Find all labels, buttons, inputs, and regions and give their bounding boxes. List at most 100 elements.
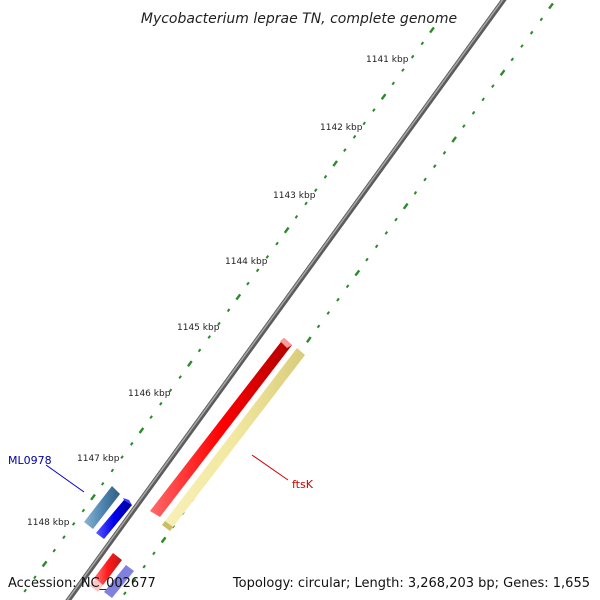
minor-tick: [401, 68, 405, 72]
minor-tick: [120, 455, 124, 460]
minor-tick: [410, 54, 415, 59]
outer-tick-scale: [23, 26, 435, 593]
ml0978-label-leader: [45, 464, 85, 493]
minor-tick: [197, 348, 202, 353]
minor-tick: [391, 81, 396, 86]
major-tick: [429, 26, 435, 34]
minor-tick: [372, 108, 376, 112]
minor-tick: [81, 508, 86, 513]
minor-tick: [462, 124, 466, 128]
major-tick: [380, 93, 387, 101]
major-tick: [283, 226, 290, 234]
minor-tick: [384, 231, 389, 235]
minor-tick: [323, 174, 328, 179]
minor-tick: [413, 191, 418, 195]
minor-tick: [343, 148, 347, 152]
minor-tick: [491, 84, 495, 88]
minor-tick: [365, 257, 369, 262]
major-tick: [402, 202, 409, 210]
accession-text: Accession: NC_002677: [8, 576, 156, 591]
minor-tick: [326, 311, 331, 315]
minor-tick: [178, 375, 182, 379]
minor-tick: [110, 468, 115, 473]
major-tick: [499, 69, 506, 77]
tick-label: 1142 kbp: [320, 123, 363, 133]
major-tick: [548, 2, 554, 10]
minor-tick: [539, 17, 544, 22]
minor-tick: [304, 201, 308, 206]
major-tick: [451, 136, 457, 143]
genome-backbone-highlight: [66, 0, 504, 600]
minor-tick: [362, 121, 366, 126]
tick-label: 1143 kbp: [273, 191, 316, 201]
tick-label: 1146 kbp: [128, 389, 171, 399]
minor-tick: [520, 44, 524, 48]
major-tick: [138, 427, 145, 434]
partial-reverse-cds[interactable]: [104, 565, 134, 598]
minor-tick: [420, 41, 425, 46]
minor-tick: [442, 150, 447, 155]
tick-label: 1141 kbp: [366, 55, 409, 65]
tick-label: 1148 kbp: [27, 518, 70, 528]
minor-tick: [345, 284, 350, 289]
partial-forward-cds[interactable]: [90, 553, 122, 592]
tick-label: 1147 kbp: [77, 454, 120, 464]
tick-label: 1145 kbp: [177, 323, 220, 333]
major-tick: [235, 293, 242, 301]
major-tick: [160, 536, 167, 544]
minor-tick: [265, 255, 270, 259]
minor-tick: [275, 241, 279, 246]
minor-tick: [207, 335, 212, 339]
minor-tick: [132, 578, 137, 582]
minor-tick: [129, 441, 134, 446]
major-tick: [354, 269, 361, 277]
major-tick: [90, 493, 96, 501]
minor-tick: [432, 164, 437, 169]
minor-tick: [71, 522, 76, 526]
minor-tick: [217, 321, 221, 326]
minor-tick: [52, 548, 57, 553]
major-tick: [41, 560, 48, 568]
minor-tick: [255, 268, 260, 273]
minor-tick: [423, 177, 427, 182]
minor-tick: [294, 215, 299, 219]
minor-tick: [123, 591, 127, 596]
ftsK-feature-highlight[interactable]: [162, 348, 305, 531]
minor-tick: [336, 297, 340, 302]
minor-tick: [33, 575, 37, 580]
minor-tick: [394, 217, 398, 222]
ftsK-label-leader: [251, 454, 289, 481]
ftsK-forward-cds[interactable]: [150, 338, 292, 517]
genome-backbone: [65, 0, 507, 600]
minor-tick: [226, 308, 231, 313]
major-tick: [187, 360, 193, 367]
minor-tick: [481, 97, 485, 102]
major-tick: [332, 160, 338, 167]
minor-tick: [159, 401, 163, 406]
major-tick: [306, 336, 312, 343]
topology-text: Topology: circular; Length: 3,268,203 bp…: [232, 576, 590, 591]
minor-tick: [352, 134, 357, 139]
minor-tick: [529, 30, 534, 35]
tick-labels: 1141 kbp 1142 kbp 1143 kbp 1144 kbp 1145…: [27, 55, 409, 528]
minor-tick: [62, 535, 66, 540]
map-title: Mycobacterium leprae TN, complete genome: [141, 11, 457, 27]
minor-tick: [316, 324, 321, 329]
minor-tick: [168, 388, 173, 393]
minor-tick: [471, 110, 476, 115]
tick-label: 1144 kbp: [225, 257, 268, 267]
ml0978-reverse-cds[interactable]: [96, 498, 132, 539]
minor-tick: [100, 482, 105, 486]
ml0978-feature[interactable]: [84, 486, 120, 529]
minor-tick: [149, 415, 153, 419]
minor-tick: [23, 588, 27, 593]
minor-tick: [152, 551, 156, 556]
minor-tick: [246, 281, 250, 286]
minor-tick: [142, 564, 146, 569]
ftsK-label[interactable]: ftsK: [292, 478, 314, 491]
minor-tick: [313, 188, 318, 193]
minor-tick: [374, 244, 379, 249]
minor-tick: [510, 57, 515, 62]
ml0978-label[interactable]: ML0978: [8, 454, 52, 467]
